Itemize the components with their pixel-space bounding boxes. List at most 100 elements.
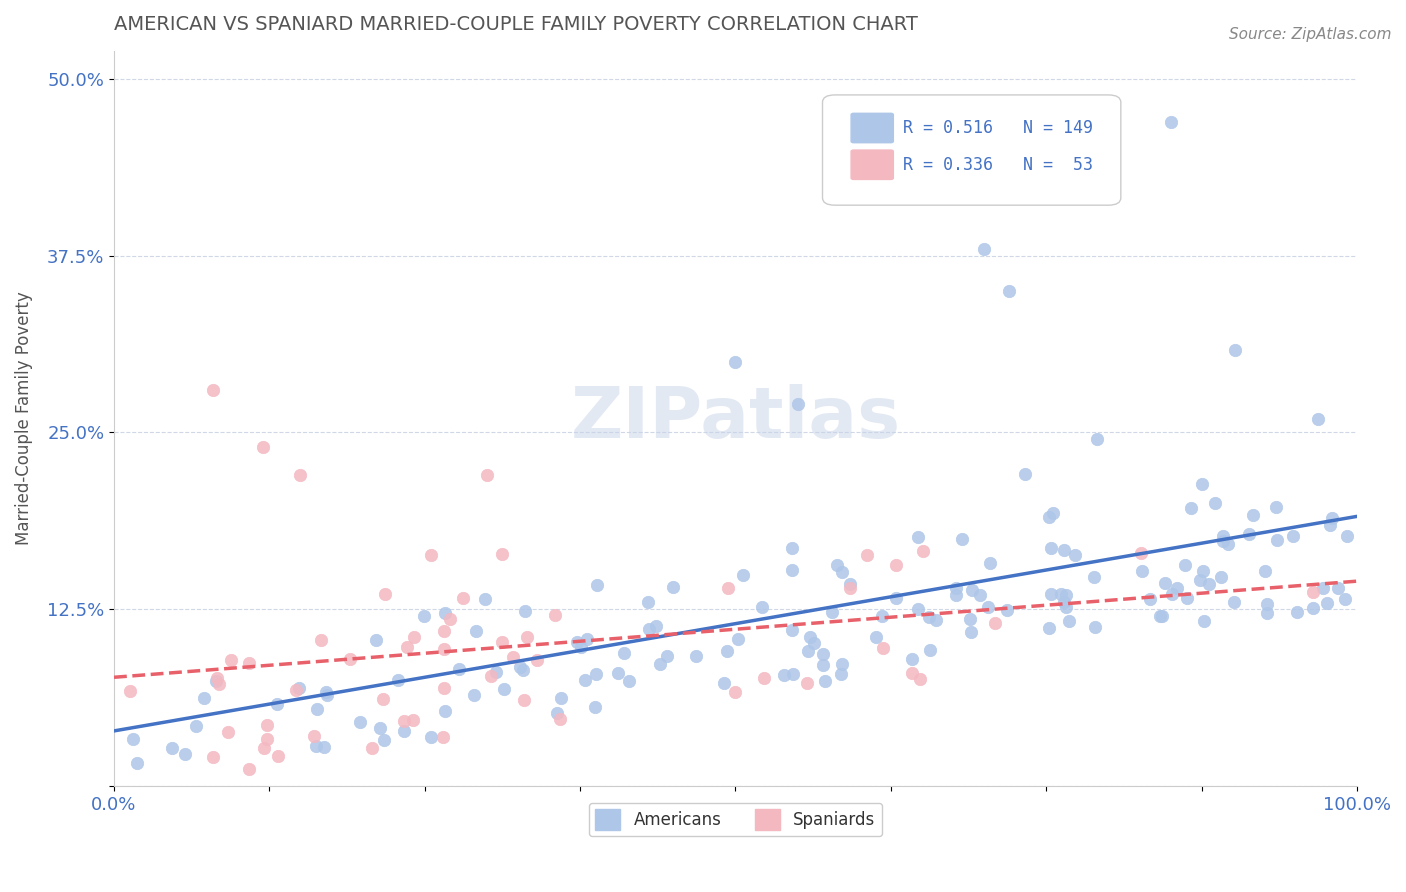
Point (831, 565, 853, 579)
Point (1302, 601, 1324, 615)
Point (945, 588, 967, 602)
Point (433, 705, 456, 719)
Point (575, 632, 598, 647)
Point (432, 731, 454, 745)
Point (716, 644, 738, 658)
Point (1191, 564, 1213, 578)
Point (546, 706, 568, 720)
Point (1038, 621, 1060, 635)
Point (655, 649, 678, 664)
Point (1154, 575, 1177, 590)
Point (884, 558, 907, 572)
Point (413, 609, 436, 624)
Point (733, 568, 755, 582)
Point (479, 669, 502, 683)
Point (361, 741, 384, 756)
Point (433, 642, 456, 657)
Point (305, 739, 328, 753)
Point (201, 750, 224, 764)
Point (302, 729, 325, 743)
Point (1315, 596, 1337, 610)
Point (1053, 595, 1076, 609)
Point (370, 721, 392, 735)
Point (865, 630, 887, 644)
Point (1130, 546, 1153, 560)
Point (918, 610, 941, 624)
Point (392, 714, 415, 729)
Point (950, 533, 973, 547)
Point (907, 602, 929, 616)
Text: R = 0.336   N =  53: R = 0.336 N = 53 (903, 156, 1094, 174)
Point (979, 557, 1001, 571)
Point (485, 665, 508, 680)
Point (752, 671, 775, 685)
FancyBboxPatch shape (823, 95, 1121, 205)
Point (1256, 607, 1278, 621)
Point (960, 625, 983, 640)
Point (439, 612, 461, 626)
Point (550, 691, 572, 706)
Point (267, 749, 290, 764)
Point (516, 630, 538, 644)
Point (1166, 582, 1188, 596)
Point (803, 636, 825, 650)
Point (526, 653, 548, 667)
Point (474, 592, 496, 607)
Point (1054, 588, 1077, 602)
Point (1218, 537, 1240, 551)
Point (650, 657, 672, 672)
Point (238, 657, 260, 671)
Point (959, 611, 981, 625)
Point (1139, 592, 1161, 607)
Point (870, 609, 893, 624)
Point (1204, 496, 1226, 510)
Point (662, 580, 685, 594)
Point (1254, 565, 1277, 579)
Point (585, 578, 607, 592)
Point (387, 673, 409, 687)
Point (1085, 433, 1108, 447)
Point (401, 714, 423, 728)
Point (1241, 508, 1264, 523)
Point (238, 762, 260, 776)
Point (717, 581, 740, 595)
Point (184, 719, 207, 733)
Point (1306, 412, 1329, 426)
Point (1285, 605, 1308, 619)
Point (1222, 594, 1244, 608)
Point (820, 606, 842, 620)
Point (910, 672, 932, 686)
Point (617, 674, 640, 689)
Point (1320, 510, 1343, 524)
FancyBboxPatch shape (851, 150, 893, 179)
Point (1050, 587, 1073, 601)
Point (395, 640, 418, 655)
Point (782, 541, 804, 555)
Point (309, 632, 332, 647)
Point (872, 641, 894, 656)
Point (1160, 114, 1182, 128)
Point (512, 663, 534, 677)
Point (433, 624, 456, 638)
Point (901, 652, 924, 666)
Point (849, 157, 872, 171)
Point (1302, 585, 1324, 599)
Point (1212, 529, 1234, 543)
Point (219, 653, 242, 667)
Point (475, 467, 498, 482)
Point (1237, 527, 1260, 541)
Y-axis label: Married-Couple Family Poverty: Married-Couple Family Poverty (15, 292, 32, 545)
Point (491, 547, 513, 561)
Point (1038, 509, 1060, 524)
Point (290, 467, 312, 482)
Point (1198, 577, 1220, 591)
Point (884, 591, 907, 605)
Point (284, 683, 307, 698)
Point (998, 284, 1021, 298)
Point (1040, 587, 1063, 601)
Point (751, 599, 773, 614)
Point (786, 397, 808, 411)
Point (266, 697, 288, 711)
Point (569, 640, 592, 654)
Point (1281, 529, 1303, 543)
